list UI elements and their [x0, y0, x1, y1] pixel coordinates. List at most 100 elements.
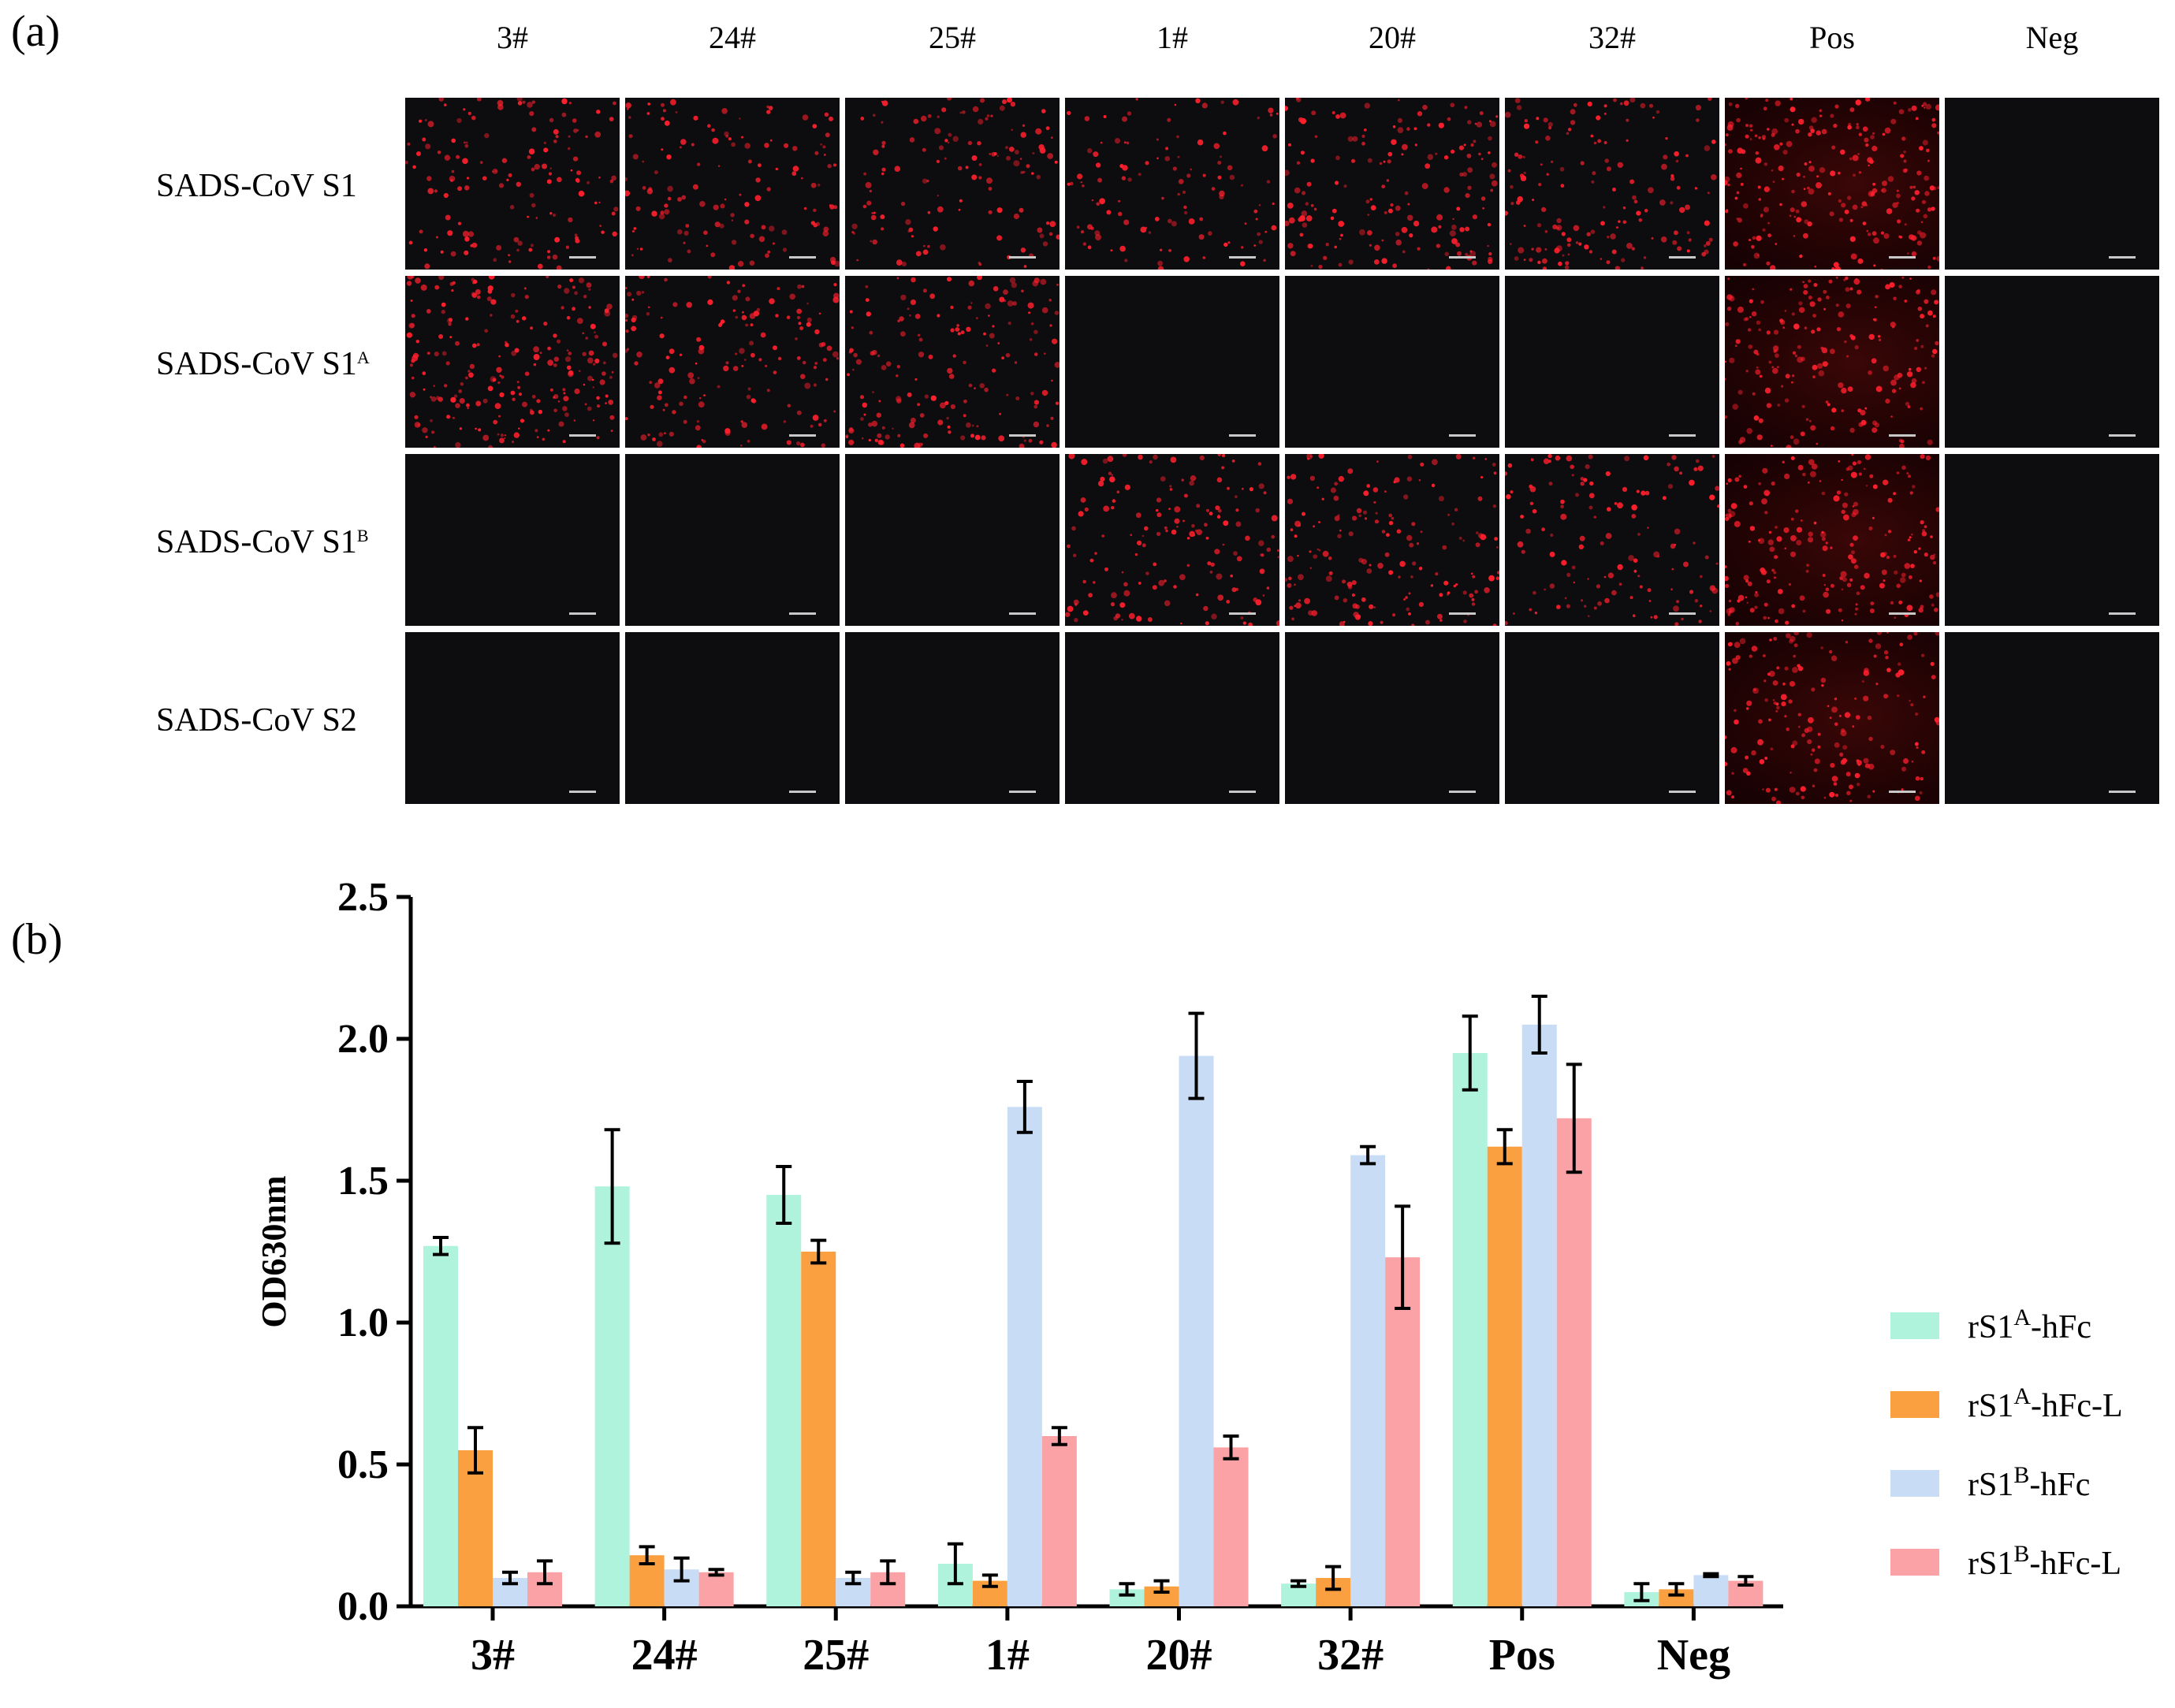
- bar: [1385, 1257, 1421, 1606]
- row-header: SADS-CoV S1A: [156, 346, 370, 382]
- legend-swatch: [1890, 1549, 1939, 1576]
- legend-swatch: [1890, 1312, 1939, 1339]
- scale-bar: [1449, 612, 1476, 615]
- column-header: 32#: [1588, 20, 1636, 55]
- scale-bar: [2109, 434, 2136, 437]
- scale-bar: [789, 612, 816, 615]
- fluorescence-tile: [1285, 454, 1499, 626]
- scale-bar: [789, 434, 816, 437]
- fluorescence-tile: [1285, 276, 1499, 448]
- scale-bar: [789, 256, 816, 259]
- scale-bar: [1229, 256, 1256, 259]
- row-header: SADS-CoV S2: [156, 702, 357, 739]
- row-header: SADS-CoV S1B: [156, 524, 369, 560]
- bar: [698, 1572, 734, 1606]
- bar: [766, 1195, 802, 1606]
- row-header: SADS-CoV S1: [156, 168, 357, 204]
- bar: [1487, 1146, 1522, 1606]
- bar: [423, 1245, 458, 1606]
- fluorescence-tile: [1505, 454, 1719, 626]
- bar: [1041, 1436, 1077, 1606]
- fluorescence-tile: [1945, 454, 2159, 626]
- fluorescence-image-grid: [405, 98, 2165, 805]
- bar: [1350, 1155, 1386, 1606]
- bar: [1213, 1447, 1249, 1606]
- bar: [1521, 1025, 1557, 1606]
- fluorescence-tile: [1065, 454, 1279, 626]
- legend-swatch: [1890, 1391, 1939, 1418]
- x-tick-label: Pos: [1489, 1631, 1555, 1680]
- y-tick-label: 1.0: [337, 1301, 389, 1345]
- scale-bar: [2109, 256, 2136, 259]
- x-tick-label: 1#: [985, 1631, 1030, 1680]
- bar: [1179, 1055, 1214, 1606]
- scale-bar: [1229, 612, 1256, 615]
- fluorescence-tile: [625, 454, 840, 626]
- x-tick-label: 24#: [631, 1631, 698, 1680]
- fluorescence-tile: [1285, 632, 1499, 804]
- scale-bar: [789, 791, 816, 793]
- legend-label: rS1A-hFc: [1968, 1304, 2091, 1345]
- fluorescence-tile: [1725, 454, 1939, 626]
- fluorescence-tile: [1725, 98, 1939, 270]
- legend-label: rS1B-hFc: [1968, 1462, 2090, 1503]
- fluorescence-tile: [625, 632, 840, 804]
- y-tick-label: 2.0: [337, 1017, 389, 1062]
- scale-bar: [569, 612, 596, 615]
- column-header: Neg: [2025, 20, 2079, 55]
- bar: [1693, 1575, 1729, 1606]
- scale-bar: [2109, 791, 2136, 793]
- x-tick-label: 25#: [803, 1631, 869, 1680]
- fluorescence-tile: [625, 276, 840, 448]
- scale-bar: [1889, 791, 1916, 793]
- bar: [1659, 1589, 1694, 1606]
- fluorescence-tile: [845, 454, 1060, 626]
- scale-bar: [1229, 791, 1256, 793]
- scale-bar: [1889, 256, 1916, 259]
- scale-bar: [569, 256, 596, 259]
- x-tick-label: 20#: [1146, 1631, 1212, 1680]
- fluorescence-tile: [845, 632, 1060, 804]
- bar: [458, 1450, 493, 1606]
- x-tick-label: 32#: [1317, 1631, 1384, 1680]
- scale-bar: [569, 791, 596, 793]
- legend-swatch: [1890, 1470, 1939, 1497]
- column-header: 1#: [1156, 20, 1188, 55]
- x-tick-label: Neg: [1657, 1631, 1730, 1680]
- fluorescence-tile: [845, 98, 1060, 270]
- fluorescence-tile: [1945, 276, 2159, 448]
- legend-label: rS1B-hFc-L: [1968, 1541, 2121, 1582]
- x-tick-label: 3#: [471, 1631, 515, 1680]
- scale-bar: [2109, 612, 2136, 615]
- fluorescence-tile: [1505, 98, 1719, 270]
- fluorescence-tile: [625, 98, 840, 270]
- fluorescence-tile: [1065, 632, 1279, 804]
- y-axis-label: OD630nm: [255, 1175, 293, 1327]
- y-tick-label: 2.5: [337, 875, 389, 920]
- fluorescence-tile: [1505, 632, 1719, 804]
- legend-label: rS1A-hFc-L: [1968, 1383, 2123, 1424]
- column-header: Pos: [1809, 20, 1855, 55]
- scale-bar: [1449, 256, 1476, 259]
- fluorescence-tile: [1285, 98, 1499, 270]
- scale-bar: [1229, 434, 1256, 437]
- scale-bar: [1889, 434, 1916, 437]
- fluorescence-tile: [1065, 276, 1279, 448]
- scale-bar: [569, 434, 596, 437]
- fluorescence-tile: [1945, 98, 2159, 270]
- scale-bar: [1669, 612, 1696, 615]
- bar: [594, 1186, 630, 1606]
- column-header: 3#: [497, 20, 528, 55]
- scale-bar: [1669, 256, 1696, 259]
- scale-bar: [1669, 434, 1696, 437]
- fluorescence-tile: [1945, 632, 2159, 804]
- panel-a-label: (a): [11, 7, 61, 56]
- panel-b-label: (b): [11, 915, 63, 964]
- scale-bar: [1009, 434, 1036, 437]
- fluorescence-tile: [405, 276, 620, 448]
- column-header: 25#: [929, 20, 976, 55]
- scale-bar: [1669, 791, 1696, 793]
- fluorescence-tile: [1725, 276, 1939, 448]
- scale-bar: [1449, 434, 1476, 437]
